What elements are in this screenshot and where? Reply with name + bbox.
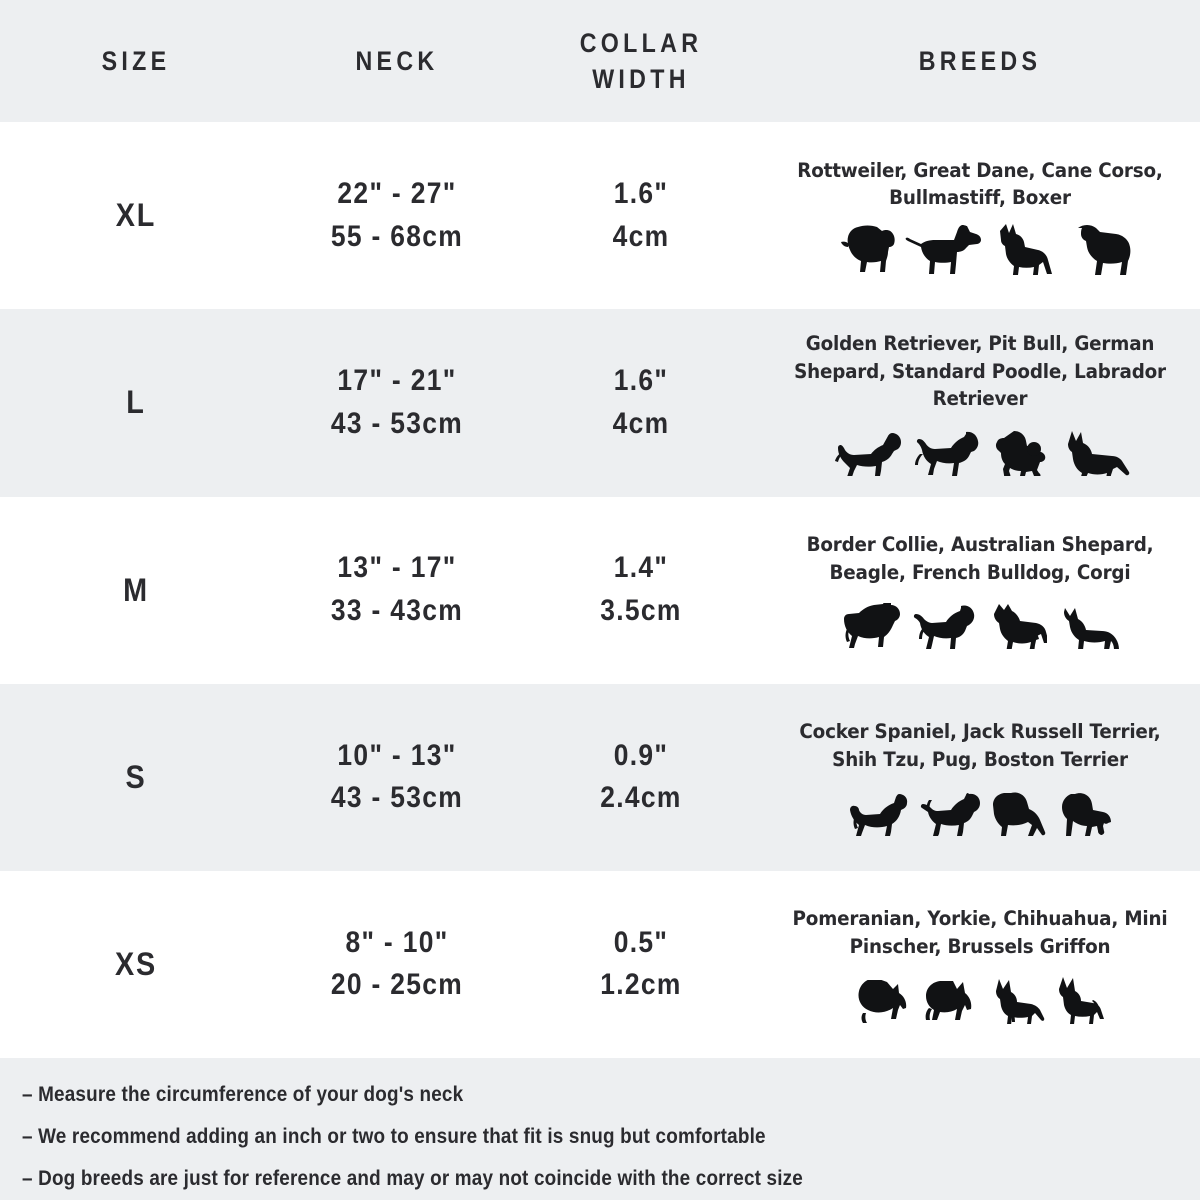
german-shepherd-silhouette [1068,430,1130,476]
column-header-neck: NECK [355,45,439,76]
jack-russell-silhouette [920,793,980,837]
mini-pinscher-silhouette [1059,976,1104,1024]
neck-measurement: 17" - 21" 43 - 53cm [330,364,464,440]
border-collie-silhouette [844,603,900,649]
breeds-cell: Rottweiler, Great Dane, Cane Corso, Bull… [760,122,1200,309]
golden-retriever-silhouette [835,432,901,476]
column-header-collar-width: COLLAR WIDTH [579,27,703,95]
collar-width-measurement: 1.6" 4cm [612,177,670,253]
breeds-text: Border Collie, Australian Shepard, Beagl… [806,532,1154,584]
breeds-cell: Cocker Spaniel, Jack Russell Terrier, Sh… [760,684,1200,871]
size-label: XS [114,945,158,982]
collar-width-measurement: 1.4" 3.5cm [600,551,682,628]
neck-measurement: 8" - 10" 20 - 25cm [330,925,464,1002]
size-label: XL [115,197,157,234]
breed-silhouettes [845,780,1115,837]
breed-silhouettes [826,219,1134,275]
table-row: XL 22" - 27" 55 - 68cm 1.6" 4cm Rottweil… [0,122,1200,310]
column-header-breeds: BREEDS [918,45,1042,76]
great-dane-silhouette [905,224,981,274]
note-item: – Dog breeds are just for reference and … [22,1167,803,1191]
note-item: – We recommend adding an inch or two to … [22,1125,766,1149]
shih-tzu-silhouette [993,792,1046,837]
corgi-silhouette [1064,608,1119,650]
beagle-silhouette [913,605,975,650]
breeds-cell: Golden Retriever, Pit Bull, German Shepa… [760,309,1200,496]
neck-measurement: 10" - 13" 43 - 53cm [330,738,464,815]
cocker-spaniel-silhouette [850,794,908,837]
breeds-text: Pomeranian, Yorkie, Chihuahua, Mini Pins… [792,907,1168,958]
neck-measurement: 13" - 17" 33 - 43cm [330,551,464,628]
size-label: L [126,384,146,421]
collar-width-measurement: 0.9" 2.4cm [600,738,682,815]
breed-silhouettes [853,968,1107,1024]
chihuahua-silhouette [996,978,1045,1024]
table-row: L 17" - 21" 43 - 53cm 1.6" 4cm Golden Re… [0,309,1200,497]
size-label: S [125,758,147,795]
breeds-text: Rottweiler, Great Dane, Cane Corso, Bull… [797,158,1163,210]
table-header-row: SIZE NECK COLLAR WIDTH BREEDS [0,0,1200,123]
footer-notes: – Measure the circumference of your dog'… [0,1058,1200,1200]
breeds-cell: Border Collie, Australian Shepard, Beagl… [760,497,1200,684]
column-header-size: SIZE [101,45,171,76]
labrador-silhouette [915,431,979,476]
size-label: M [123,571,149,608]
yorkie-silhouette [925,980,972,1020]
pug-silhouette [1062,793,1111,837]
french-bulldog-silhouette [994,604,1047,650]
table-row: XS 8" - 10" 20 - 25cm 0.5" 1.2cm Pomeran… [0,870,1200,1059]
pomeranian-silhouette [858,979,907,1023]
neck-measurement: 22" - 27" 55 - 68cm [330,177,464,253]
boxer-silhouette [1000,223,1052,275]
poodle-silhouette [995,430,1046,476]
collar-width-measurement: 1.6" 4cm [612,364,670,440]
breeds-cell: Pomeranian, Yorkie, Chihuahua, Mini Pins… [760,871,1200,1058]
breeds-text: Golden Retriever, Pit Bull, German Shepa… [794,331,1166,411]
table-row: S 10" - 13" 43 - 53cm 0.9" 2.4cm Cocker … [0,683,1200,871]
rottweiler-silhouette [841,225,895,272]
table-row: M 13" - 17" 33 - 43cm 1.4" 3.5cm Border … [0,496,1200,684]
collar-width-measurement: 0.5" 1.2cm [600,925,682,1002]
note-item: – Measure the circumference of your dog'… [22,1083,464,1107]
breed-silhouettes [830,420,1130,476]
bullmastiff-silhouette [1078,224,1131,275]
breeds-text: Cocker Spaniel, Jack Russell Terrier, Sh… [799,720,1161,771]
breed-silhouettes [839,593,1121,650]
